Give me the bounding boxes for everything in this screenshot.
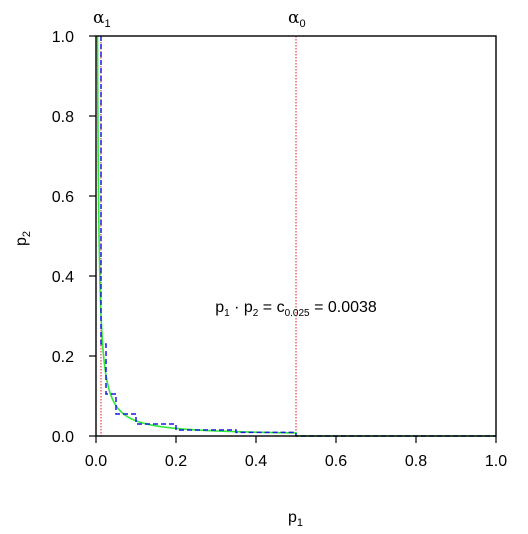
alpha-label-0: α0: [288, 8, 306, 30]
plot-frame: [95, 35, 497, 437]
y-tick-label: 0.8: [52, 109, 74, 126]
y-tick-label: 0.4: [52, 269, 74, 286]
x-tick-label: 0.2: [165, 453, 187, 470]
y-tick-label: 0.0: [52, 429, 74, 446]
x-tick-label: 1.0: [485, 453, 507, 470]
alpha-label-1: α1: [93, 8, 111, 30]
y-tick-label: 0.2: [52, 349, 74, 366]
y-tick-label: 0.6: [52, 189, 74, 206]
x-tick-label: 0.4: [245, 453, 267, 470]
series-curve: [96, 35, 496, 437]
x-tick-label: 0.0: [85, 453, 107, 470]
series-step: [100, 36, 496, 437]
x-axis-title: p1: [288, 509, 303, 529]
y-axis-title: p2: [13, 231, 33, 246]
x-tick-label: 0.6: [325, 453, 347, 470]
y-tick-label: 1.0: [52, 29, 74, 46]
x-tick-label: 0.8: [405, 453, 427, 470]
annotation-formula: p1 · p2 = c0.025 = 0.0038: [215, 299, 377, 319]
